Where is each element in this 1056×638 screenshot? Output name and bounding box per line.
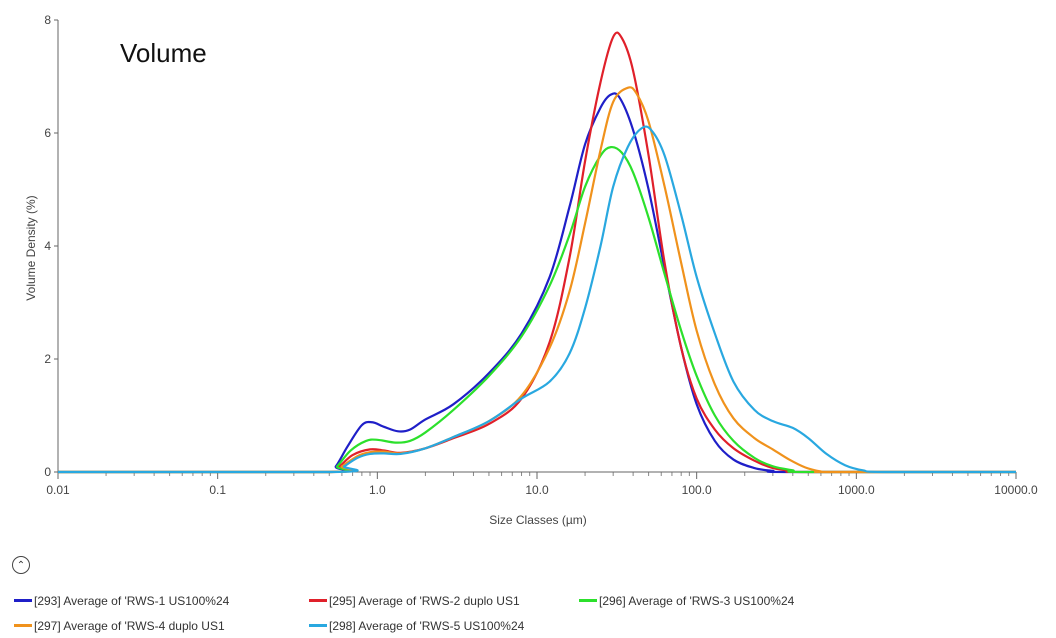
y-tick-label: 4 [44,239,51,253]
legend-row: [293] Average of 'RWS-1 US100%24 [295] A… [14,588,1034,613]
legend-label: [297] Average of 'RWS-4 duplo US1 [34,618,225,633]
legend-item-295[interactable]: [295] Average of 'RWS-2 duplo US1 [309,594,579,608]
series-line-0 [58,92,1016,474]
volume-density-chart: 0 2 4 6 8 0.01 0.1 1.0 10.0 100.0 1000.0 10000.0 Vo… [24,13,1038,527]
legend-item-297[interactable]: [297] Average of 'RWS-4 duplo US1 [14,619,309,633]
legend: [293] Average of 'RWS-1 US100%24 [295] A… [14,588,1034,638]
x-tick-label: 100.0 [682,483,712,497]
y-tick-label: 2 [44,352,51,366]
x-tick-label: 10.0 [525,483,549,497]
x-tick-label: 1000.0 [838,483,875,497]
x-tick-label: 0.01 [46,483,70,497]
chevron-up-icon: ⌃ [16,560,26,571]
x-tick-label: 10000.0 [994,483,1038,497]
x-tick-label: 0.1 [209,483,226,497]
axis-ticks: 0 2 4 6 8 0.01 0.1 1.0 10.0 100.0 1000.0 10000.0 [44,13,1038,497]
legend-item-298[interactable]: [298] Average of 'RWS-5 US100%24 [309,619,579,633]
legend-row: [297] Average of 'RWS-4 duplo US1 [298] … [14,613,1034,638]
series-line-1 [58,31,1016,474]
y-tick-label: 6 [44,126,51,140]
series-line-4 [58,125,1016,474]
y-tick-label: 8 [44,13,51,27]
series-line-3 [58,86,1016,474]
legend-item-293[interactable]: [293] Average of 'RWS-1 US100%24 [14,594,309,608]
legend-swatch [579,599,597,602]
legend-swatch [14,624,32,627]
series-line-2 [58,145,1016,474]
series-lines [58,31,1016,474]
legend-swatch [309,599,327,602]
legend-swatch [309,624,327,627]
legend-label: [293] Average of 'RWS-1 US100%24 [34,593,230,608]
legend-label: [296] Average of 'RWS-3 US100%24 [599,593,795,608]
collapse-legend-button[interactable]: ⌃ [12,556,30,574]
legend-swatch [14,599,32,602]
legend-label: [298] Average of 'RWS-5 US100%24 [329,618,525,633]
y-tick-label: 0 [44,465,51,479]
y-axis-title: Volume Density (%) [24,195,38,300]
x-tick-label: 1.0 [369,483,386,497]
x-axis-title: Size Classes (µm) [489,513,587,527]
axes [57,20,1016,473]
chart-title: Volume [120,38,207,68]
legend-item-296[interactable]: [296] Average of 'RWS-3 US100%24 [579,594,874,608]
legend-label: [295] Average of 'RWS-2 duplo US1 [329,593,520,608]
